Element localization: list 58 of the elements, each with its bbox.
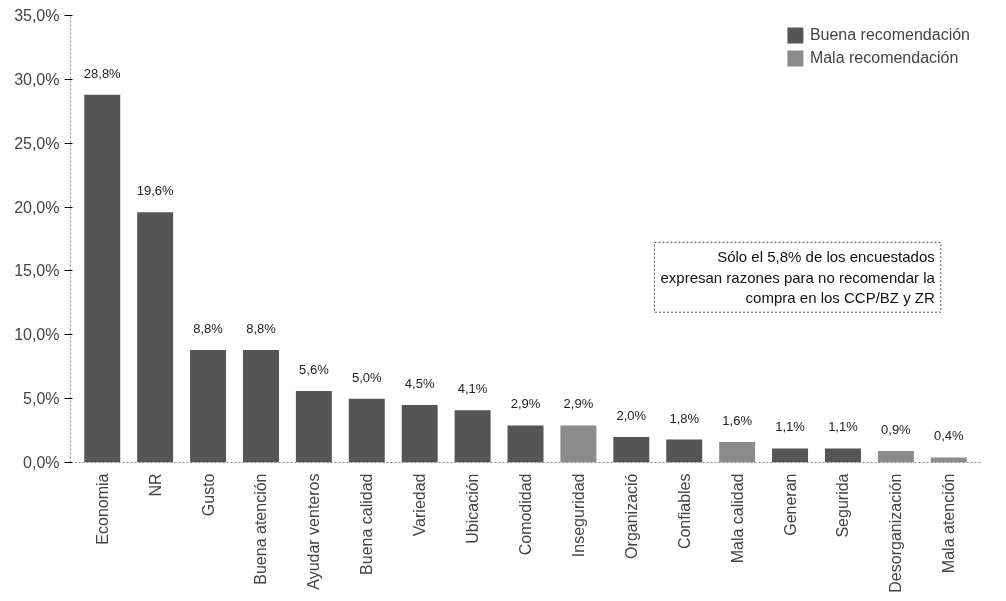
legend-label: Buena recomendación — [809, 26, 970, 44]
bar — [348, 398, 385, 463]
annotation: Sólo el 5,8% de los encuestados expresan razones para no recomendar la compra en los CCP/BZ y ZR — [660, 248, 936, 307]
x-tick-label: Comodidad — [517, 473, 534, 556]
data-label: 5,0% — [351, 369, 383, 385]
bar — [772, 448, 809, 463]
y-tick-label: 10,0% — [14, 326, 60, 344]
bar — [613, 436, 650, 463]
bar — [507, 425, 544, 463]
x-tick-label: Generan — [781, 473, 799, 536]
y-tick-label: 0,0% — [23, 454, 60, 471]
x-tick-label: Desorganización — [887, 473, 905, 593]
x-tick-label: Ubicación — [464, 473, 482, 544]
x-tick-label: Gusto — [199, 473, 217, 517]
data-label: 4,5% — [404, 376, 435, 392]
data-label: 28,8% — [83, 65, 122, 81]
data-label: 2,0% — [616, 407, 647, 423]
x-tick-label: Buena calidad — [358, 473, 376, 575]
y-tick-label: 25,0% — [14, 134, 60, 152]
x-tick-label: Confiables — [675, 473, 693, 550]
data-label: 2,9% — [510, 396, 541, 412]
data-label: 1,8% — [669, 410, 700, 426]
data-label: 1,6% — [722, 413, 753, 429]
bar — [295, 390, 332, 463]
data-label: 8,8% — [246, 321, 277, 337]
bar — [190, 350, 227, 463]
bar — [137, 212, 174, 463]
data-label: 0,4% — [933, 428, 965, 444]
data-label: 4,1% — [457, 381, 488, 397]
bar — [454, 410, 491, 463]
y-tick-label: 5,0% — [23, 390, 60, 408]
legend-label: Mala recomendación — [809, 49, 959, 67]
bar — [84, 94, 121, 463]
x-tick-label: Buena atención — [252, 473, 270, 585]
data-label: 1,1% — [828, 419, 859, 435]
x-tick-label: Mala calidad — [728, 473, 746, 564]
bar — [401, 405, 438, 463]
data-label: 8,8% — [193, 321, 224, 337]
data-label: 2,9% — [563, 396, 594, 412]
x-tick-label: Inseguridad — [569, 473, 587, 558]
x-tick-label: Variedad — [411, 473, 429, 537]
y-tick-label: 20,0% — [14, 198, 60, 216]
data-label: 0,9% — [881, 422, 912, 438]
y-tick-label: 15,0% — [14, 262, 60, 280]
bar — [242, 350, 279, 463]
bar — [824, 448, 861, 463]
x-tick-label: Ayudar venteros — [305, 473, 323, 590]
x-tick-label: Economia — [93, 473, 111, 545]
x-tick-label: Organizació — [622, 473, 640, 559]
x-tick-label: Segurida — [834, 473, 852, 538]
data-label: 5,6% — [299, 361, 330, 377]
x-tick-label: Mala atención — [940, 473, 958, 574]
data-label: 19,6% — [136, 183, 175, 199]
data-label: 1,1% — [775, 419, 806, 435]
y-tick-label: 30,0% — [14, 70, 60, 88]
y-tick-label: 35,0% — [14, 7, 60, 24]
x-tick-label: NR — [146, 473, 164, 497]
bar — [666, 439, 703, 463]
